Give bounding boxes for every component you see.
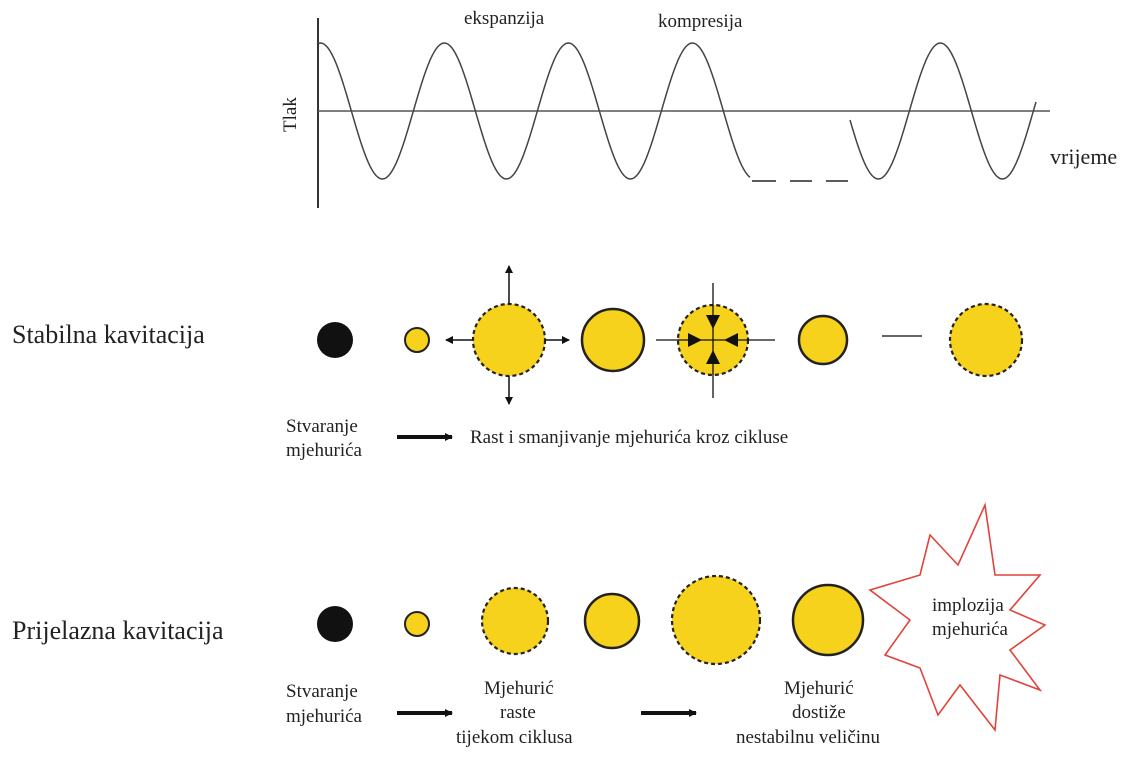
growth-line1: Mjehurić bbox=[484, 678, 554, 699]
pressure-wave-continued bbox=[849, 42, 1037, 180]
unstable-line1: Mjehurić bbox=[784, 678, 854, 699]
medium-bubble bbox=[797, 314, 849, 366]
nucleus-dot bbox=[317, 322, 353, 358]
small-bubble bbox=[404, 611, 430, 637]
inward-arrow-bottom bbox=[706, 350, 720, 364]
dashed-bubble bbox=[480, 586, 550, 656]
stable-formation-line1: Stvaranje bbox=[286, 416, 358, 437]
stable-title: Stabilna kavitacija bbox=[12, 320, 205, 349]
unstable-line2: dostiže bbox=[792, 702, 846, 723]
nucleus-dot bbox=[317, 606, 353, 642]
x-axis-label: vrijeme bbox=[1050, 144, 1117, 169]
transient-title: Prijelazna kavitacija bbox=[12, 616, 224, 645]
unstable-line3: nestabilnu veličinu bbox=[736, 727, 881, 748]
y-axis-label: Tlak bbox=[280, 97, 301, 132]
large-dashed-bubble bbox=[670, 574, 762, 666]
implosion-line1: implozija bbox=[932, 595, 1004, 616]
pressure-wave bbox=[317, 42, 751, 180]
transient-cavitation-row: Prijelazna kavitacija implozija mjehurić… bbox=[12, 502, 1047, 748]
expansion-label: ekspanzija bbox=[464, 8, 545, 29]
inward-arrow-left bbox=[688, 333, 702, 347]
compression-label: kompresija bbox=[658, 11, 743, 32]
growth-line3: tijekom ciklusa bbox=[456, 727, 573, 748]
solid-bubble bbox=[580, 307, 646, 373]
expanding-bubble bbox=[445, 265, 570, 405]
stable-cycle-label: Rast i smanjivanje mjehurića kroz ciklus… bbox=[470, 427, 788, 448]
implosion-burst bbox=[868, 502, 1047, 733]
inward-arrow-right bbox=[724, 333, 738, 347]
stable-formation-line2: mjehurića bbox=[286, 440, 363, 461]
large-solid-bubble bbox=[791, 583, 865, 657]
pressure-graph: Tlak vrijeme ekspanzija kompresija bbox=[280, 8, 1117, 208]
dashed-bubble bbox=[948, 302, 1024, 378]
transient-formation-line1: Stvaranje bbox=[286, 681, 358, 702]
transient-formation-line2: mjehurića bbox=[286, 706, 363, 727]
growth-line2: raste bbox=[500, 702, 536, 723]
inward-arrow-top bbox=[706, 315, 720, 329]
implosion-line2: mjehurića bbox=[932, 619, 1009, 640]
small-bubble bbox=[404, 327, 430, 353]
stable-cavitation-row: Stabilna kavitacija Stvaranje mjehurića bbox=[12, 265, 1024, 461]
solid-bubble bbox=[583, 592, 641, 650]
compressing-bubble bbox=[656, 283, 775, 398]
